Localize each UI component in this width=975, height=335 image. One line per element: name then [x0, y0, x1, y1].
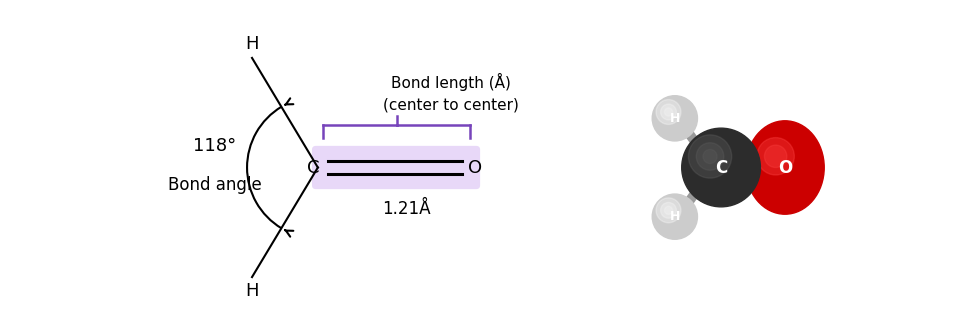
Circle shape: [656, 99, 681, 124]
FancyBboxPatch shape: [754, 155, 755, 180]
Text: H: H: [246, 282, 258, 300]
Circle shape: [656, 198, 681, 223]
Circle shape: [661, 104, 677, 120]
Circle shape: [664, 108, 673, 116]
Circle shape: [688, 135, 731, 178]
Circle shape: [682, 128, 760, 207]
Ellipse shape: [764, 145, 787, 168]
Text: 118°: 118°: [193, 137, 236, 155]
Text: 1.21Å: 1.21Å: [382, 200, 431, 218]
Text: H: H: [670, 112, 680, 125]
Circle shape: [703, 149, 718, 163]
Text: Bond angle: Bond angle: [168, 176, 261, 194]
Ellipse shape: [746, 121, 824, 214]
Text: C: C: [715, 158, 727, 177]
Text: O: O: [468, 158, 483, 177]
Circle shape: [652, 96, 697, 141]
FancyBboxPatch shape: [312, 146, 480, 189]
Text: Bond length (Å): Bond length (Å): [391, 73, 511, 91]
Text: O: O: [778, 158, 792, 177]
Circle shape: [664, 206, 673, 214]
Text: C: C: [307, 158, 320, 177]
Circle shape: [696, 143, 723, 170]
Circle shape: [652, 194, 697, 239]
Ellipse shape: [757, 138, 795, 175]
Text: (center to center): (center to center): [382, 97, 519, 112]
Text: H: H: [246, 35, 258, 53]
Circle shape: [661, 202, 677, 218]
Text: H: H: [670, 210, 680, 223]
